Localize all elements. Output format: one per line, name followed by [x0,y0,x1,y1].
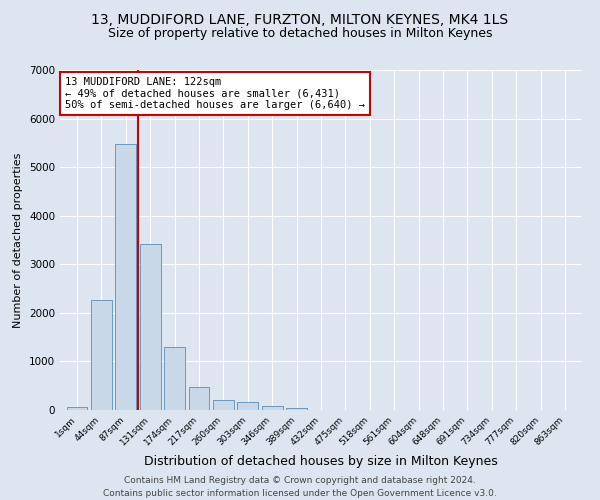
Bar [213,400,234,410]
Text: 13, MUDDIFORD LANE, FURZTON, MILTON KEYNES, MK4 1LS: 13, MUDDIFORD LANE, FURZTON, MILTON KEYN… [91,12,509,26]
Bar [67,406,88,410]
Text: Size of property relative to detached houses in Milton Keynes: Size of property relative to detached ho… [108,28,492,40]
Bar [262,406,283,410]
Bar [91,300,112,410]
Text: 13 MUDDIFORD LANE: 122sqm
← 49% of detached houses are smaller (6,431)
50% of se: 13 MUDDIFORD LANE: 122sqm ← 49% of detac… [65,77,365,110]
Text: Contains HM Land Registry data © Crown copyright and database right 2024.
Contai: Contains HM Land Registry data © Crown c… [103,476,497,498]
Bar [238,402,258,410]
Bar [164,347,185,410]
Bar [188,386,209,410]
X-axis label: Distribution of detached houses by size in Milton Keynes: Distribution of detached houses by size … [144,456,498,468]
Bar [286,408,307,410]
Bar [115,144,136,410]
Bar [140,244,161,410]
Y-axis label: Number of detached properties: Number of detached properties [13,152,23,328]
